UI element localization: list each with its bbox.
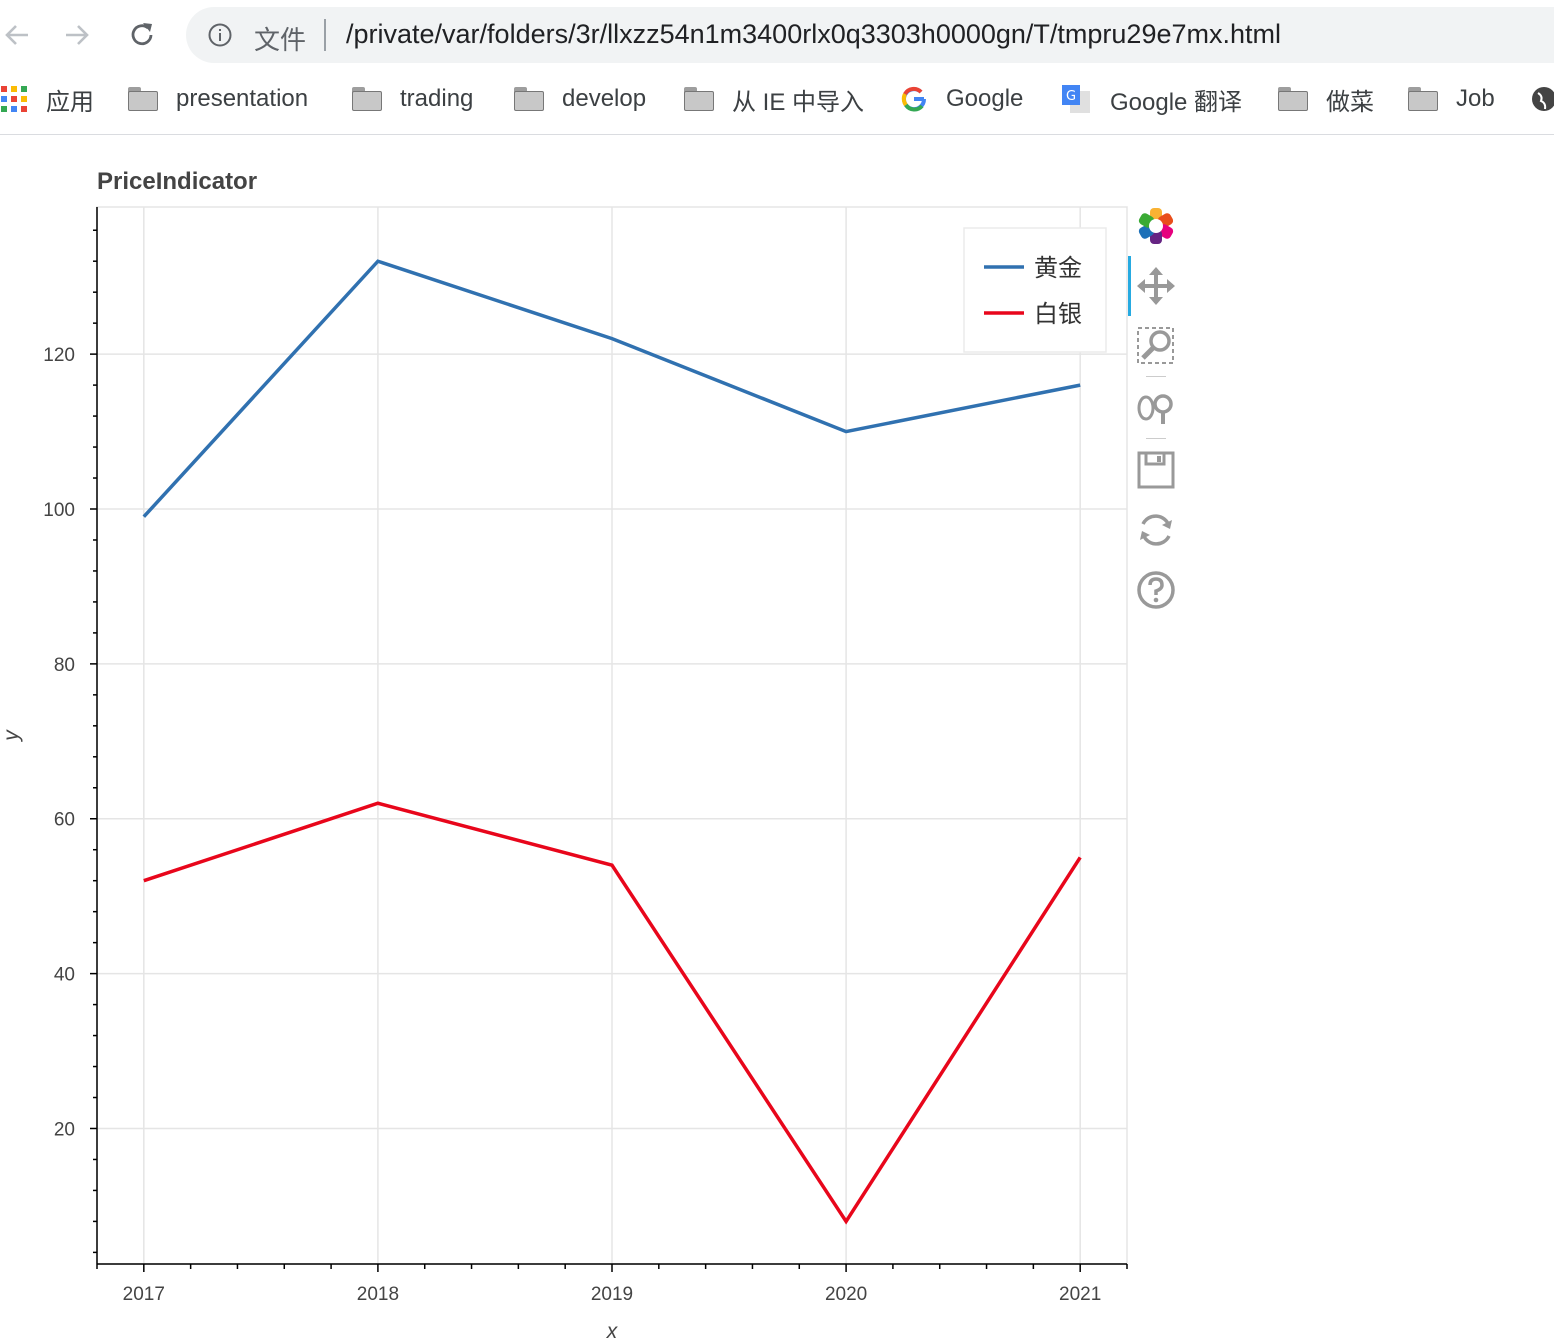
bokeh-logo-icon <box>1138 208 1174 244</box>
help-tool[interactable] <box>1136 570 1176 610</box>
folder-icon <box>1408 87 1438 111</box>
google-icon <box>901 86 927 112</box>
bookmark-label: Job <box>1456 85 1495 112</box>
folder-icon <box>684 87 714 111</box>
box-zoom-tool[interactable] <box>1136 326 1176 366</box>
y-tick-label: 100 <box>43 500 75 521</box>
folder-icon <box>514 87 544 111</box>
bookmark-develop[interactable]: develop <box>514 82 646 116</box>
url-text[interactable]: /private/var/folders/3r/llxzz54n1m3400rl… <box>346 19 1281 49</box>
browser-toolbar: 文件 /private/var/folders/3r/llxzz54n1m340… <box>0 0 1554 70</box>
save-tool[interactable] <box>1136 450 1176 490</box>
folder-icon <box>352 87 382 111</box>
y-tick-label: 60 <box>54 810 75 831</box>
save-icon <box>1137 451 1175 489</box>
folder-icon <box>1278 87 1308 111</box>
bookmark-label: develop <box>562 85 647 112</box>
bookmark-presentation[interactable]: presentation <box>128 82 308 116</box>
pan-tool[interactable] <box>1136 266 1176 306</box>
y-tick-label: 20 <box>54 1119 75 1140</box>
folder-icon <box>128 87 158 111</box>
line-chart[interactable]: 20 40 60 80 100 120 2017 2018 2019 2020 2021 x y 黄金白… <box>0 136 1128 1340</box>
reload-button[interactable] <box>125 18 159 52</box>
y-tick-label: 80 <box>54 655 75 676</box>
apps-grid-icon <box>1 86 27 112</box>
reload-icon <box>131 23 153 46</box>
back-button[interactable] <box>0 18 34 52</box>
x-tick-label: 2018 <box>357 1284 399 1305</box>
bookmark-label: trading <box>400 85 474 112</box>
tool-separator <box>1146 376 1166 377</box>
y-tick-label: 120 <box>43 345 75 366</box>
wheel-zoom-icon <box>1137 394 1173 424</box>
reset-tool[interactable] <box>1136 510 1176 550</box>
bookmark-label: Google <box>946 85 1024 112</box>
series <box>142 259 1082 1225</box>
bookmark-google[interactable]: Google <box>900 82 1023 116</box>
bookmark-label: 应用 <box>46 88 94 116</box>
legend-label: 黄金 <box>1034 254 1082 282</box>
bookmark-ie-import[interactable]: 从 IE 中导入 <box>684 82 864 116</box>
bookmark-apps[interactable]: 应用 <box>0 82 94 116</box>
bookmark-trading[interactable]: trading <box>352 82 473 116</box>
pan-icon <box>1137 267 1175 305</box>
wheel-zoom-tool[interactable] <box>1136 388 1176 428</box>
address-bar[interactable]: 文件 /private/var/folders/3r/llxzz54n1m340… <box>186 7 1554 63</box>
box-zoom-icon <box>1137 327 1174 364</box>
url-separator <box>324 19 326 51</box>
bookmark-label: Google 翻译 <box>1110 88 1243 116</box>
bookmark-web[interactable] <box>1530 82 1554 116</box>
legend-label: 白银 <box>1034 300 1082 328</box>
y-tick-label: 40 <box>54 965 75 986</box>
bookmark-label: 做菜 <box>1326 88 1374 116</box>
bookmark-label: 从 IE 中导入 <box>732 88 865 116</box>
bookmark-label: presentation <box>176 85 309 112</box>
active-tool-indicator <box>1128 256 1131 316</box>
help-icon <box>1137 571 1175 609</box>
svg-text:G: G <box>1066 89 1076 104</box>
bookmarks-bar: 应用 presentation trading develop 从 IE 中导入… <box>0 70 1554 135</box>
tool-separator <box>1146 438 1166 439</box>
axes: 20 40 60 80 100 120 2017 2018 2019 2020 2021 x y <box>0 207 1128 1340</box>
bokeh-logo-button[interactable] <box>1136 206 1176 246</box>
info-icon[interactable] <box>208 23 232 47</box>
forward-arrow-icon <box>66 25 89 45</box>
legend-box <box>963 227 1107 353</box>
url-scheme-label: 文件 <box>254 25 307 55</box>
reset-icon <box>1140 514 1172 546</box>
chart-title: PriceIndicator <box>97 168 258 195</box>
plot-toolbar <box>1128 200 1184 620</box>
x-tick-label: 2020 <box>825 1284 867 1305</box>
bookmark-cooking[interactable]: 做菜 <box>1278 82 1374 116</box>
y-axis-label: y <box>0 729 23 743</box>
bookmark-job[interactable]: Job <box>1408 82 1495 116</box>
x-tick-label: 2017 <box>123 1284 165 1305</box>
forward-button[interactable] <box>60 18 94 52</box>
back-arrow-icon <box>5 25 28 45</box>
x-axis-label: x <box>606 1320 619 1340</box>
google-translate-icon: G <box>1062 85 1090 113</box>
x-tick-label: 2021 <box>1059 1284 1101 1305</box>
x-tick-label: 2019 <box>591 1284 633 1305</box>
bookmark-google-translate[interactable]: G Google 翻译 <box>1060 82 1242 116</box>
grid <box>96 206 1128 1265</box>
globe-icon <box>1532 87 1554 111</box>
